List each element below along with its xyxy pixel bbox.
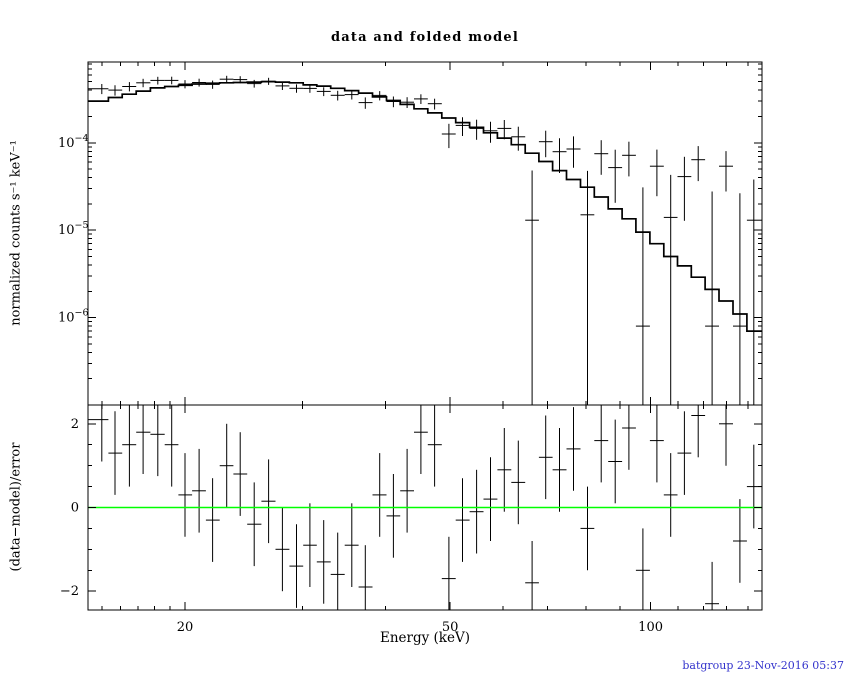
svg-text:20: 20 bbox=[177, 620, 194, 635]
svg-text:50: 50 bbox=[442, 620, 459, 635]
svg-text:100: 100 bbox=[638, 620, 663, 635]
plot-title: data and folded model bbox=[330, 30, 520, 45]
svg-text:−2: −2 bbox=[60, 584, 79, 599]
svg-text:10−4: 10−4 bbox=[58, 133, 89, 151]
svg-text:0: 0 bbox=[71, 501, 79, 516]
svg-text:10−6: 10−6 bbox=[58, 308, 89, 326]
svg-text:2: 2 bbox=[71, 417, 79, 432]
y-axis-label-top: normalized counts s⁻¹ keV⁻¹ bbox=[8, 140, 24, 326]
x-axis-label: Energy (keV) bbox=[379, 630, 470, 646]
svg-text:10−5: 10−5 bbox=[58, 220, 89, 238]
y-axis-label-bottom: (data−model)/error bbox=[8, 442, 24, 572]
timestamp: batgroup 23-Nov-2016 05:37 bbox=[682, 659, 844, 672]
